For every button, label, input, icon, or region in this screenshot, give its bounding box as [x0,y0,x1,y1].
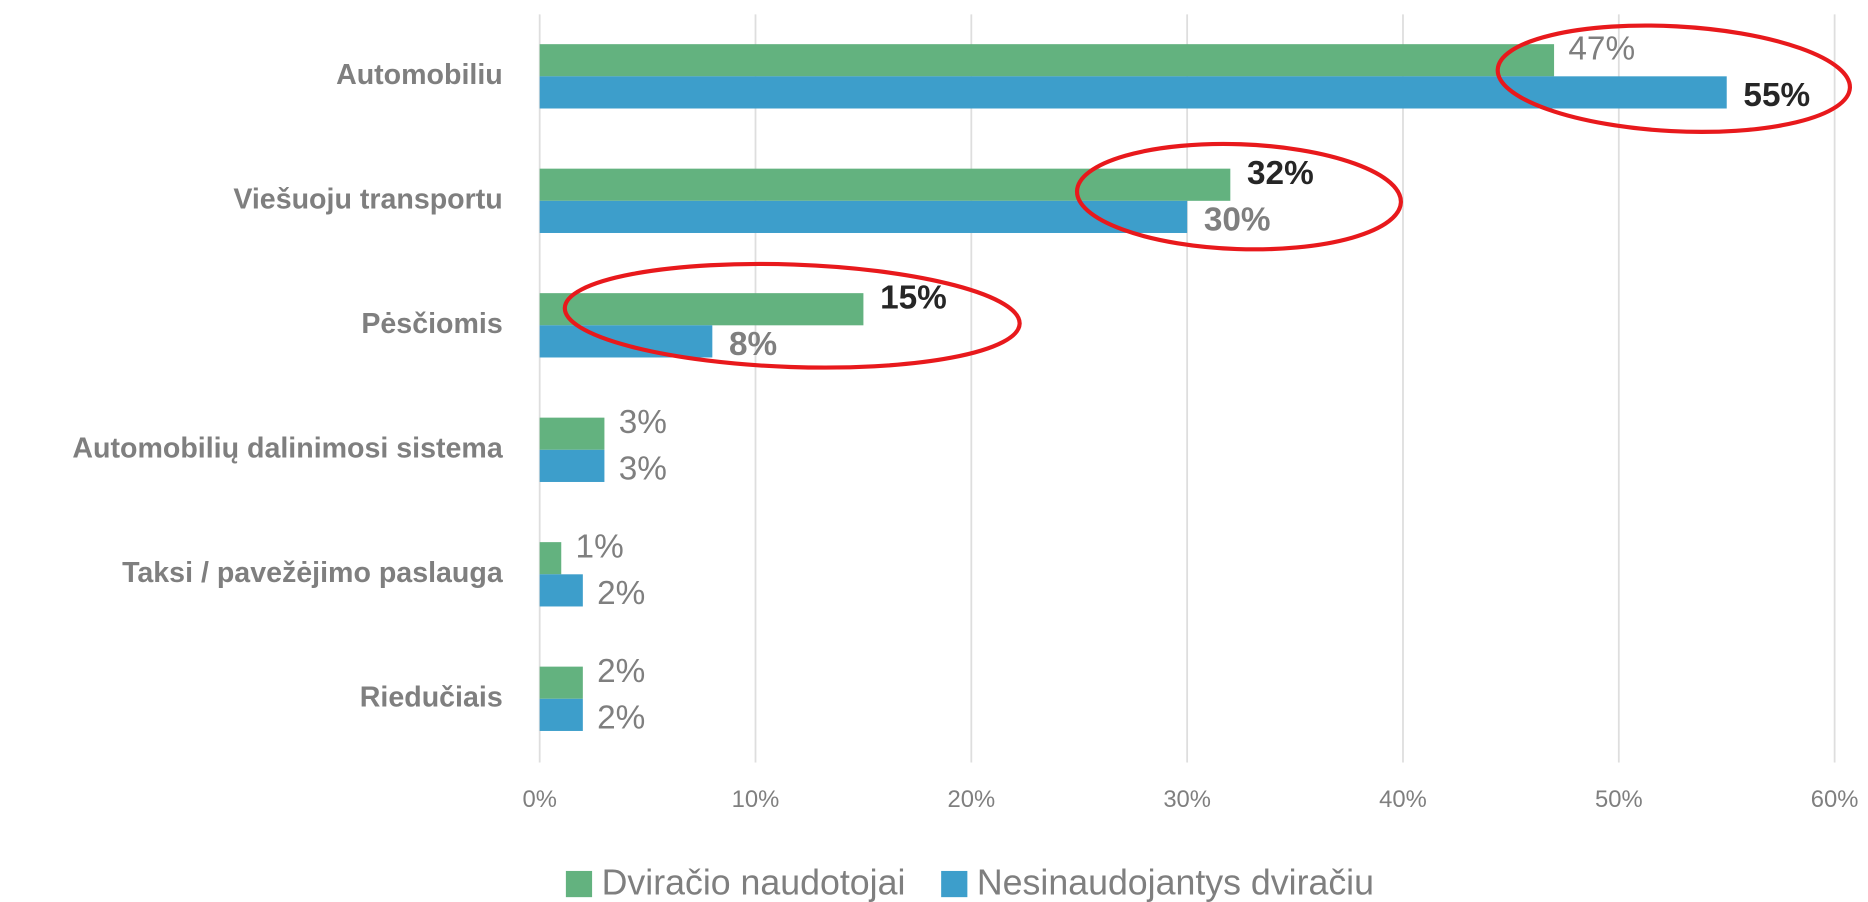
bar [539,449,605,482]
bar [539,542,562,575]
category-label: Taksi / pavežėjimo paslauga [122,557,504,589]
x-tick-label: 40% [1379,786,1427,813]
highlight-ring [562,261,1022,370]
category-label: Riedučiais [360,681,503,713]
bar [539,574,583,607]
bar [539,76,1727,109]
data-label: 32% [1247,155,1314,192]
category-label: Automobilių dalinimosi sistema [72,432,503,464]
bar [539,698,583,731]
highlight-ring [1074,141,1403,252]
x-tick-label: 10% [732,786,780,813]
grid [538,14,1836,763]
data-label: 47% [1568,31,1635,68]
data-label: 1% [576,529,624,566]
bar [539,293,864,326]
highlight-ring [1495,23,1852,134]
data-label: 2% [597,653,645,690]
x-tick-label: 60% [1811,786,1859,813]
legend-label: Nesinaudojantys dviračiu [977,863,1374,902]
legend-swatch [941,870,968,898]
x-tick-label: 50% [1595,786,1643,813]
bar [539,168,1231,201]
data-label: 3% [619,404,667,441]
x-tick-label: 20% [947,786,995,813]
data-label: 30% [1204,201,1271,238]
data-label: 55% [1743,77,1810,114]
data-label: 2% [597,699,645,736]
bar [539,44,1555,77]
category-label: Automobiliu [336,59,503,91]
x-tick-label: 30% [1163,786,1211,813]
category-label: Viešuoju transportu [233,183,502,215]
bar [539,200,1188,233]
bar [539,666,583,699]
bar [539,417,605,450]
data-label: 3% [619,450,667,487]
data-label: 15% [880,280,947,317]
labels: 0% 10% 20% 30% 40% 50% 60% Automobiliu 47% 55% Vie… [72,31,1858,902]
data-label: 8% [729,326,777,363]
legend-label: Dviračio naudotojai [602,863,906,902]
bar [539,325,713,358]
legend-swatch [565,870,593,898]
data-label: 2% [597,575,645,612]
bars [539,44,1727,731]
category-label: Pėsčiomis [361,308,502,340]
x-tick-label: 0% [522,786,556,813]
